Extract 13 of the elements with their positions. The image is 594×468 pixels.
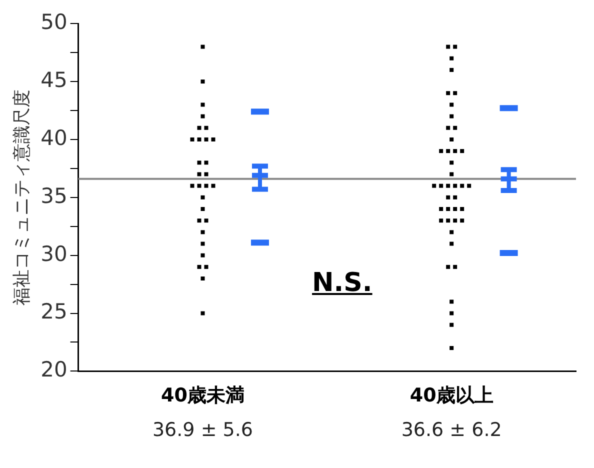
y-tick-label: 45 <box>40 68 68 92</box>
y-tick-label: 40 <box>40 126 68 150</box>
y-tick-label: 35 <box>40 184 68 208</box>
y-tick-label: 30 <box>40 242 68 266</box>
text: 36.6 ± 6.2 <box>401 419 502 442</box>
x-tick-label: 40歳未満 <box>161 384 244 407</box>
x-tick-label: 40歳以上 <box>410 384 494 407</box>
y-tick-label: 50 <box>40 10 68 34</box>
y-axis-title: 福祉コミュニティ意識尺度 <box>11 89 32 306</box>
annotation: N.S. <box>312 268 372 300</box>
text: 36.9 ± 5.6 <box>152 419 253 442</box>
y-tick-label: 20 <box>40 358 68 382</box>
y-tick-label: 25 <box>40 300 68 324</box>
